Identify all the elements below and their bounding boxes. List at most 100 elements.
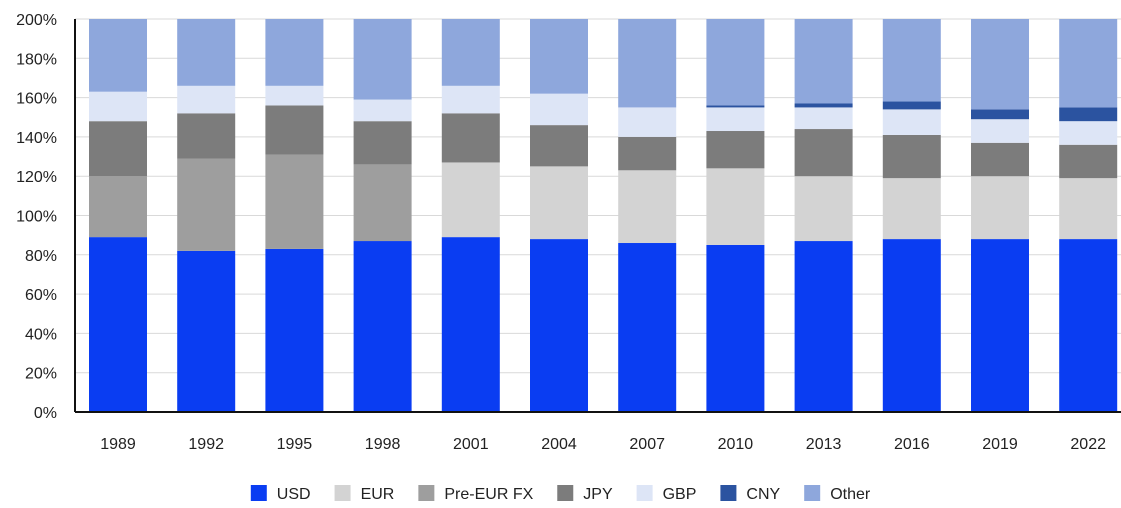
legend-label-cny: CNY xyxy=(746,486,780,503)
bar-segment-usd-2010 xyxy=(706,244,765,412)
bar-segment-gbp-2010 xyxy=(706,107,765,132)
bar-segment-gbp-2007 xyxy=(618,107,677,137)
bar-segment-eur-2010 xyxy=(706,168,765,245)
legend: USD EUR Pre-EUR FX JPY GBP CNY Other xyxy=(250,485,871,503)
bar-segment-jpy-2019 xyxy=(971,142,1029,177)
bar-segment-other-2013 xyxy=(794,19,853,104)
bar-segment-gbp-2016 xyxy=(882,109,941,135)
y-tick-label: 140% xyxy=(16,130,57,147)
y-tick-label: 160% xyxy=(16,91,57,108)
x-tick-label: 2004 xyxy=(541,436,577,453)
bar-segment-gbp-1995 xyxy=(265,85,324,106)
bar-segment-pre-eur-fx-1998 xyxy=(353,164,412,242)
bar-segment-usd-2013 xyxy=(794,241,853,412)
bar-segment-other-1995 xyxy=(265,19,324,86)
bar-segment-cny-2010 xyxy=(706,105,765,108)
bar-segment-other-2016 xyxy=(882,19,941,102)
bar-segment-usd-1998 xyxy=(353,241,412,412)
bar-segment-usd-2004 xyxy=(530,239,588,412)
bar-segment-other-1989 xyxy=(89,19,147,92)
bar-segment-eur-2016 xyxy=(882,178,941,240)
y-tick-label: 100% xyxy=(16,209,57,226)
x-tick-label: 1998 xyxy=(365,436,401,453)
legend-swatch-cny xyxy=(720,485,737,501)
bar-segment-eur-2007 xyxy=(618,170,677,244)
bar-segment-other-2001 xyxy=(441,19,500,86)
bar-segment-usd-1992 xyxy=(177,250,236,412)
y-tick-label: 180% xyxy=(16,51,57,68)
bar-segment-pre-eur-fx-1995 xyxy=(265,154,324,249)
x-tick-label: 2016 xyxy=(894,436,930,453)
bar-segment-other-2004 xyxy=(530,19,588,94)
bar-segment-usd-1989 xyxy=(89,237,147,412)
legend-label-eur: EUR xyxy=(361,486,395,503)
bar-segment-gbp-2013 xyxy=(794,107,853,130)
bar-segment-other-1992 xyxy=(177,19,236,86)
x-tick-label: 1992 xyxy=(188,436,224,453)
y-tick-label: 80% xyxy=(25,248,57,265)
legend-label-gbp: GBP xyxy=(663,486,697,503)
legend-swatch-gbp xyxy=(636,485,653,501)
y-tick-label: 200% xyxy=(16,12,57,29)
axes: 0% 20% 40% 60% 80% 100% 120% 140% 160% 180% 200% 19… xyxy=(16,12,1121,453)
bar-segment-jpy-2001 xyxy=(441,113,500,163)
bar-segment-jpy-2016 xyxy=(882,134,941,179)
bar-segment-jpy-1995 xyxy=(265,105,324,155)
y-tick-label: 20% xyxy=(25,366,57,383)
bar-segment-other-2019 xyxy=(971,19,1029,110)
bar-segment-jpy-1989 xyxy=(89,121,147,177)
y-tick-label: 40% xyxy=(25,326,57,343)
bar-segment-gbp-1992 xyxy=(177,85,236,114)
bar-segment-usd-2022 xyxy=(1059,239,1118,412)
bar-segment-other-2022 xyxy=(1059,19,1118,108)
bar-segment-pre-eur-fx-1989 xyxy=(89,176,147,238)
bar-segment-gbp-2001 xyxy=(441,85,500,114)
x-tick-label: 2013 xyxy=(806,436,842,453)
bar-segment-usd-2001 xyxy=(441,237,500,412)
legend-swatch-eur xyxy=(334,485,351,501)
bar-segment-eur-2019 xyxy=(971,176,1029,240)
bar-segment-eur-2022 xyxy=(1059,178,1118,240)
legend-label-usd: USD xyxy=(277,486,311,503)
bar-segment-pre-eur-fx-1992 xyxy=(177,158,236,251)
y-tick-label: 120% xyxy=(16,169,57,186)
bar-segment-gbp-2004 xyxy=(530,93,588,126)
y-tick-label: 60% xyxy=(25,287,57,304)
bar-segment-gbp-2022 xyxy=(1059,121,1118,145)
bar-segment-cny-2013 xyxy=(794,103,853,108)
bar-segment-other-1998 xyxy=(353,19,412,100)
legend-swatch-jpy xyxy=(557,485,574,501)
bar-segment-eur-2004 xyxy=(530,166,588,240)
x-tick-label: 2001 xyxy=(453,436,489,453)
bar-segment-jpy-2010 xyxy=(706,131,765,169)
legend-label-other: Other xyxy=(830,486,871,503)
bar-segment-eur-2013 xyxy=(794,176,853,242)
x-tick-label: 2019 xyxy=(982,436,1018,453)
bar-segment-gbp-2019 xyxy=(971,119,1029,143)
legend-swatch-usd xyxy=(250,485,267,501)
bar-segment-cny-2022 xyxy=(1059,107,1118,122)
x-tick-label: 1995 xyxy=(277,436,313,453)
bar-segment-usd-2016 xyxy=(882,239,941,412)
y-tick-label: 0% xyxy=(34,405,57,422)
bar-segment-jpy-1998 xyxy=(353,121,412,165)
legend-label-pre-eur-fx: Pre-EUR FX xyxy=(444,486,533,503)
bar-segment-gbp-1998 xyxy=(353,99,412,122)
bar-segment-jpy-2004 xyxy=(530,125,588,167)
bar-segment-usd-2019 xyxy=(971,239,1029,412)
x-tick-label: 2007 xyxy=(629,436,665,453)
legend-swatch-pre-eur-fx xyxy=(418,485,435,501)
bar-segment-cny-2019 xyxy=(971,109,1029,120)
bar-segment-usd-1995 xyxy=(265,248,324,412)
bar-segment-jpy-1992 xyxy=(177,113,236,159)
gridlines xyxy=(75,18,1121,374)
x-tick-label: 1989 xyxy=(100,436,136,453)
bar-segment-eur-2001 xyxy=(441,162,500,238)
bar-segment-usd-2007 xyxy=(618,243,677,412)
bar-segment-jpy-2007 xyxy=(618,136,677,171)
bars xyxy=(89,19,1118,412)
bar-segment-other-2007 xyxy=(618,19,677,108)
x-tick-label: 2022 xyxy=(1070,436,1106,453)
